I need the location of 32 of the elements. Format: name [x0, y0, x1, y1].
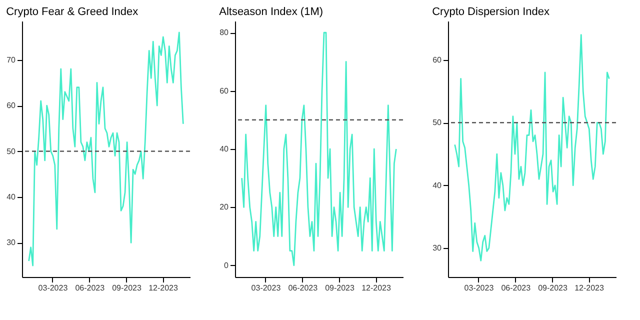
y-tick-label: 30 — [6, 238, 16, 248]
y-tick-label: 50 — [6, 146, 16, 156]
x-tick-label: 03-2023 — [464, 284, 494, 292]
y-tick-label: 40 — [6, 192, 16, 202]
x-tick-label: 12-2023 — [362, 284, 392, 292]
line-series — [28, 32, 184, 266]
x-tick-label: 03-2023 — [38, 284, 68, 292]
y-tick-label: 0 — [224, 260, 230, 270]
x-tick-label: 09-2023 — [325, 284, 355, 292]
x-tick-label: 12-2023 — [574, 284, 604, 292]
y-tick-label: 60 — [6, 101, 16, 110]
x-tick-label: 06-2023 — [501, 284, 532, 292]
y-tick-label: 60 — [432, 55, 442, 64]
x-tick-label: 12-2023 — [148, 284, 178, 292]
chart-title: Crypto Fear & Greed Index — [6, 6, 139, 18]
x-tick-label: 09-2023 — [538, 284, 568, 292]
y-tick-label: 30 — [432, 244, 442, 253]
x-tick-label: 06-2023 — [288, 284, 318, 292]
y-tick-label: 50 — [432, 118, 442, 128]
line-series — [241, 32, 397, 266]
y-tick-label: 40 — [432, 180, 442, 190]
x-tick-label: 06-2023 — [75, 284, 106, 292]
x-tick-label: 03-2023 — [251, 284, 282, 292]
y-tick-label: 20 — [220, 202, 230, 212]
y-tick-label: 40 — [220, 144, 230, 154]
line-series — [454, 34, 610, 262]
y-tick-label: 80 — [220, 28, 230, 38]
y-tick-label: 60 — [220, 86, 230, 96]
chart-title: Crypto Dispersion Index — [432, 6, 550, 18]
chart-title: Altseason Index (1M) — [219, 6, 324, 18]
y-tick-label: 70 — [6, 55, 16, 64]
x-tick-label: 09-2023 — [112, 284, 142, 292]
